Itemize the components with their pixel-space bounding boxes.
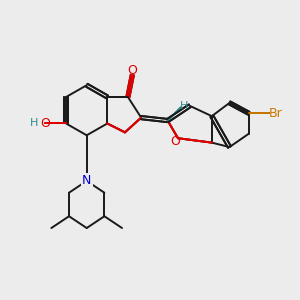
Text: O: O <box>170 135 180 148</box>
Text: Br: Br <box>269 107 283 120</box>
Text: O: O <box>40 117 50 130</box>
Text: H: H <box>180 101 188 111</box>
Text: O: O <box>128 64 137 77</box>
Text: H: H <box>30 118 38 128</box>
Text: N: N <box>82 174 92 188</box>
Text: N: N <box>82 174 92 188</box>
